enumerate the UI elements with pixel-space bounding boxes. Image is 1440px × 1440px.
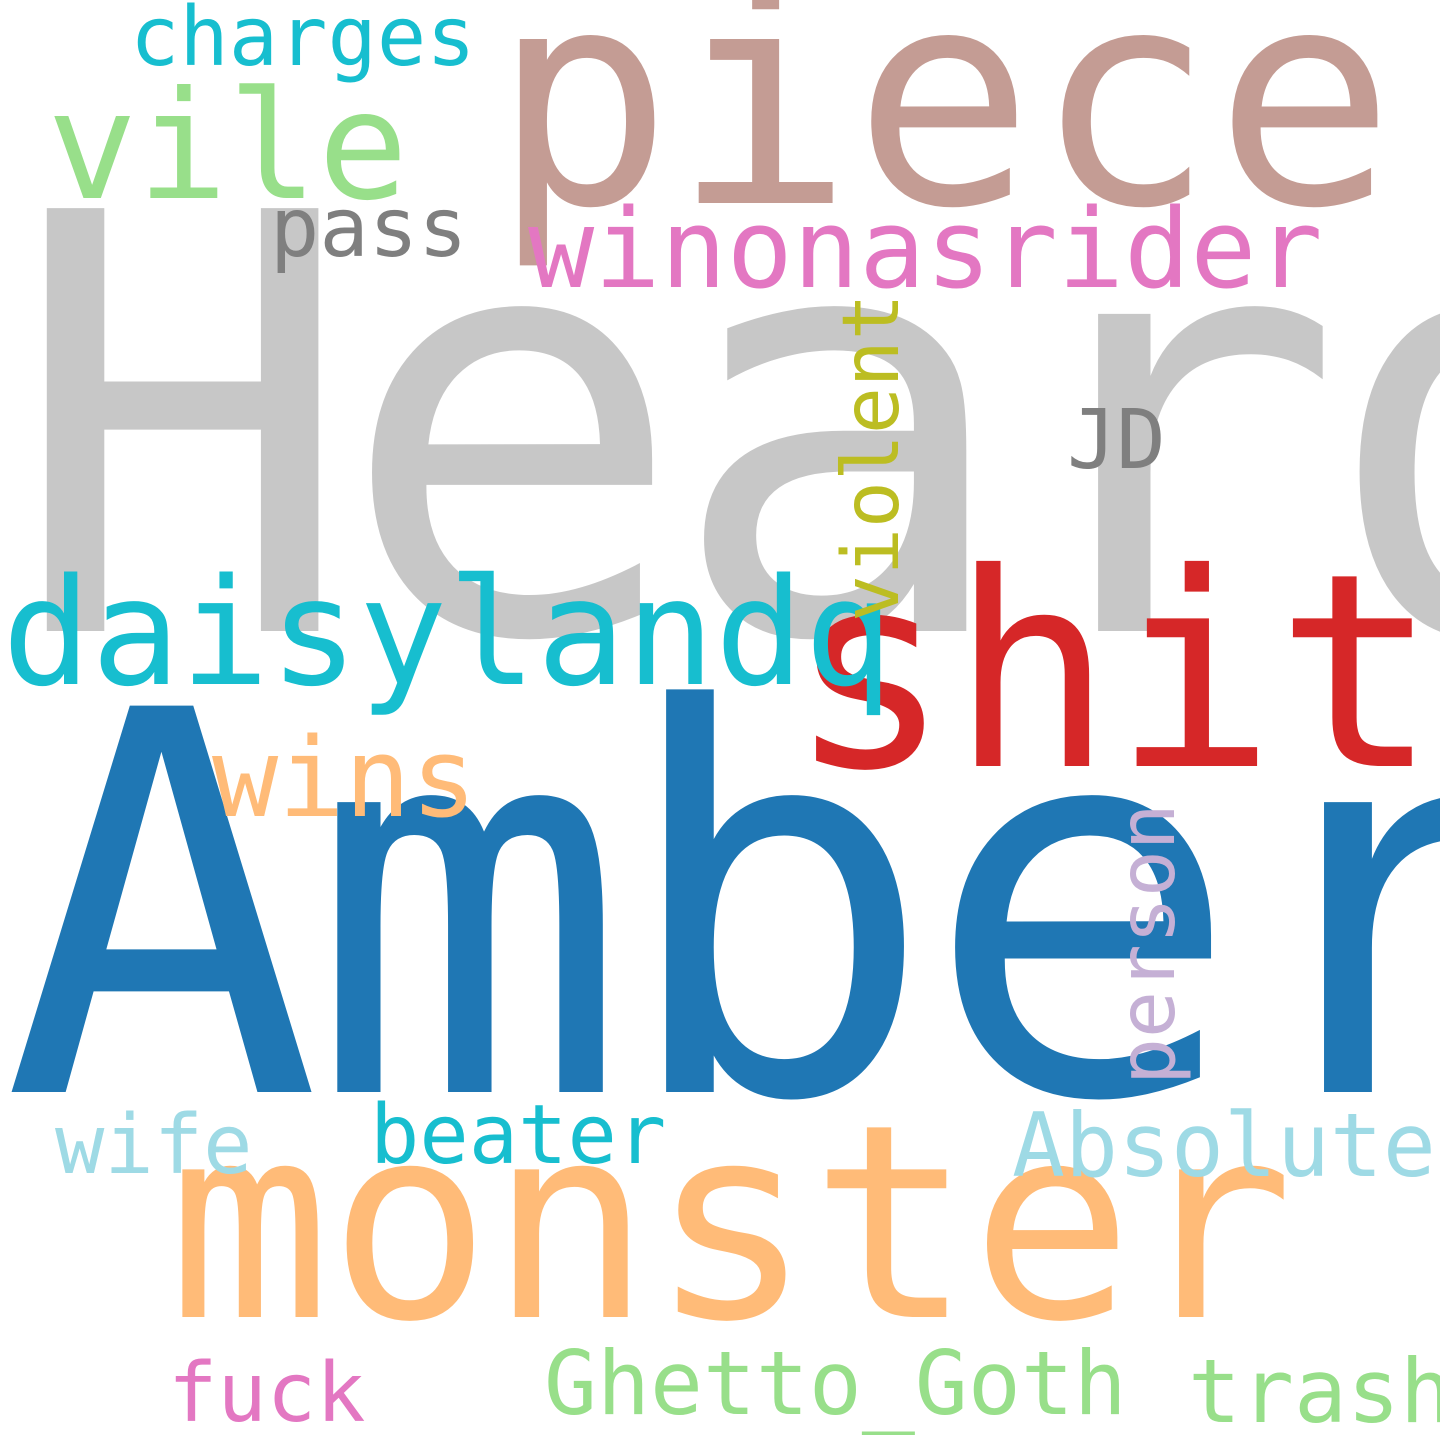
word-fuck: fuck: [168, 1346, 366, 1440]
word-violent: violent: [827, 293, 917, 622]
word-absolute: Absolute: [1012, 1094, 1436, 1197]
word-jd: JD: [1067, 393, 1166, 488]
word-piece: piece: [492, 0, 1396, 274]
word-ghetto-goth: Ghetto_Goth: [544, 1332, 1127, 1435]
word-daisylandq: daisylandq: [2, 547, 894, 719]
word-winonasrider: winonasrider: [528, 185, 1323, 313]
word-vile: vile: [47, 60, 409, 234]
word-wife: wife: [55, 1098, 253, 1193]
word-beater: beater: [370, 1088, 667, 1183]
word-wins: wins: [212, 714, 477, 842]
word-person: person: [1103, 803, 1193, 1085]
word-monster: monster: [168, 1066, 1294, 1381]
word-amber: Amber: [2, 600, 1440, 1217]
word-pass: pass: [270, 181, 468, 276]
word-heard: Heard: [8, 93, 1440, 768]
word-shit: shit: [788, 515, 1439, 830]
word-charges: charges: [130, 0, 476, 85]
word-trash: trash: [1188, 1340, 1440, 1440]
